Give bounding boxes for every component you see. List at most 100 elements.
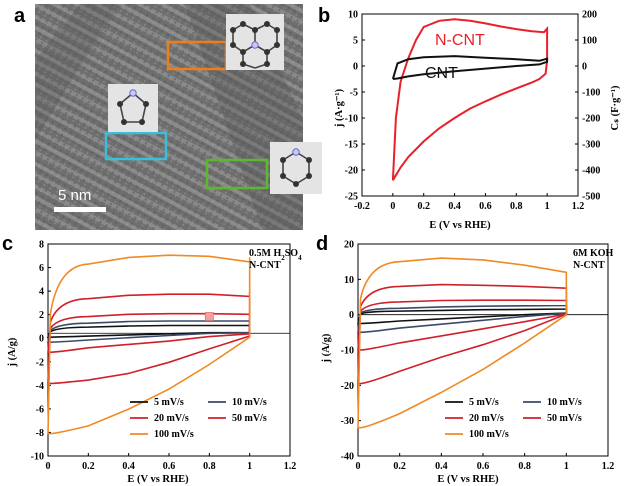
panel-a: a [14, 4, 322, 230]
chart-b-xlabel: E (V vs RHE) [429, 220, 491, 231]
chart-c-ytick-label: 2 [39, 310, 44, 321]
chart-c-legend-label: 20 mV/s [154, 413, 189, 424]
chart-d-legend-label: 20 mV/s [469, 413, 504, 424]
chart-d-legend-label: 10 mV/s [547, 397, 582, 408]
chart-c-xtick-label: 0 [46, 461, 51, 472]
chart-c-xlabel: E (V vs RHE) [127, 474, 189, 485]
green-region-box [205, 158, 269, 190]
pyrrolic-nitrogen-icon [108, 84, 158, 132]
chart-b: -0.2 0 0.2 0.4 0.6 0.8 1 1.2 10 5 0 -5 -10 -15 -20 -25 2… [345, 10, 601, 213]
chart-b-ytick-label-right: -200 [582, 114, 600, 125]
chart-c-annotation: 0.5M H2SO4 [249, 248, 302, 262]
panel-letter-b: b [318, 5, 330, 27]
chart-c-ytick-label: -2 [36, 357, 44, 368]
chart-d-ytick-label: -30 [341, 416, 354, 427]
chart-b-xtick-label: 1.2 [572, 201, 585, 212]
chart-b-ytick-label: -5 [350, 88, 358, 99]
chart-b-xtick-label: -0.2 [354, 201, 370, 212]
chart-c-ytick-label: -4 [36, 381, 44, 392]
chart-b-frame [361, 13, 579, 197]
chart-d-xtick-label: 0 [356, 461, 361, 472]
chart-c-series-10-mv-s [47, 319, 251, 343]
chart-b-xtick-label: 0.8 [510, 201, 523, 212]
chart-d-xtick-label: 0.8 [518, 461, 531, 472]
chart-d-ytick-label: -20 [341, 381, 354, 392]
panel-letter-d: d [316, 233, 328, 255]
chart-d-legend-label: 100 mV/s [469, 429, 509, 440]
chart-b-ytick-label-right: 100 [582, 36, 597, 47]
chart-b-xtick-label: 0.6 [479, 201, 492, 212]
pyridinic-nitrogen-icon [270, 142, 322, 194]
chart-d-series-100-mv-s [357, 257, 568, 429]
chart-d-xtick-label: 1 [564, 461, 569, 472]
chart-c-ytick-label: 0 [39, 334, 44, 345]
chart-c-ytick-label: 8 [39, 240, 44, 251]
chart-c-xtick-label: 0.6 [163, 461, 176, 472]
chart-d-ytick-label: 0 [349, 310, 354, 321]
series-n-cnt-line [391, 18, 549, 181]
chart-c-xtick-label: 0.4 [122, 461, 135, 472]
chart-c-legend-label: 10 mV/s [232, 397, 267, 408]
chart-b-xtick-label: 1 [545, 201, 550, 212]
chart-c-frame [47, 243, 291, 457]
chart-b-ytick-label: 10 [348, 10, 358, 21]
chart-b-ytick-label: -25 [345, 192, 358, 203]
series-label-n-cnt: N-CNT [435, 32, 485, 49]
chart-c-ytick-label: 6 [39, 263, 44, 274]
chart-b-ytick-label: -15 [345, 140, 358, 151]
panel-letter-c: c [2, 233, 13, 255]
chart-d-xtick-label: 1.2 [602, 461, 615, 472]
panel-letter-a: a [14, 5, 26, 27]
scale-bar-label: 5 nm [58, 187, 91, 204]
chart-c-series-50-mv-s [47, 291, 251, 385]
graphitic-nitrogen-icon [226, 14, 284, 70]
chart-d-ytick-label: 20 [344, 240, 354, 251]
chart-b-ytick-label: 0 [353, 62, 358, 73]
chart-d-ytick-label: 10 [344, 275, 354, 286]
cyan-region-box [104, 131, 168, 161]
chart-c: 0 0.2 0.4 0.6 0.8 1 1.2 8 6 4 2 0 -2 -4 -6 -8 -10 5 mV/s 1… [31, 240, 297, 473]
chart-b-ytick-label-right: 0 [582, 62, 587, 73]
chart-c-ytick-label: -8 [36, 428, 44, 439]
scale-bar: 5 nm [54, 187, 106, 212]
chart-b-ytick-label-right: -400 [582, 166, 600, 177]
chart-b-ylabel-left: j (A·g⁻¹) [334, 88, 345, 128]
chart-c-legend-label: 5 mV/s [154, 397, 184, 408]
chart-d-xtick-label: 0.6 [477, 461, 490, 472]
chart-c-annotation-2: N-CNT [249, 260, 281, 271]
chart-b-xtick-label: 0.2 [417, 201, 430, 212]
chart-b-ytick-label-right: 200 [582, 10, 597, 21]
chart-d-legend-label: 5 mV/s [469, 397, 499, 408]
chart-b-ylabel-right: Cₛ (F·g⁻¹) [610, 85, 621, 130]
chart-d-xlabel: E (V vs RHE) [437, 474, 499, 485]
chart-c-ytick-label: -6 [36, 404, 44, 415]
chart-b-ytick-label: 5 [353, 36, 358, 47]
panel-b: b -0.2 0 0.2 0.4 0.6 0.8 1 1.2 10 5 0 -5 -10 -15 -20 -2… [318, 5, 621, 231]
chart-b-xtick-label: 0.4 [448, 201, 461, 212]
chart-b-ytick-label: -10 [345, 114, 358, 125]
chart-d-legend-label: 50 mV/s [547, 413, 582, 424]
chart-c-series-100-mv-s [47, 254, 251, 435]
chart-c-xtick-label: 0.2 [82, 461, 95, 472]
chart-c-marker [204, 312, 214, 321]
chart-d-annotation-2: N-CNT [573, 260, 605, 271]
chart-c-xtick-label: 1 [247, 461, 252, 472]
chart-c-ytick-label: -10 [31, 452, 44, 463]
chart-d: 0 0.2 0.4 0.6 0.8 1 1.2 20 10 0 -10 -20 -30 -40 5 mV/s… [341, 240, 615, 473]
chart-b-ytick-label: -20 [345, 166, 358, 177]
series-label-cnt: CNT [425, 65, 458, 82]
chart-d-frame [357, 243, 609, 457]
chart-d-ylabel: j (A/g) [321, 333, 332, 363]
chart-b-ytick-label-right: -100 [582, 88, 600, 99]
chart-d-xtick-label: 0.2 [393, 461, 406, 472]
chart-c-xtick-label: 0.8 [203, 461, 216, 472]
panel-c: c 0 0.2 0.4 0.6 0.8 1 1.2 8 6 4 2 0 -2 -4 -6 -8 -10 5 mV/… [2, 233, 302, 485]
chart-d-ytick-label: -40 [341, 452, 354, 463]
chart-d-annotation: 6M KOH [573, 248, 613, 259]
chart-c-legend-label: 100 mV/s [154, 429, 194, 440]
chart-b-ytick-label-right: -500 [582, 192, 600, 203]
chart-c-legend-label: 50 mV/s [232, 413, 267, 424]
panel-d: d 0 0.2 0.4 0.6 0.8 1 1.2 20 10 0 -10 -20 -30 -40 5 mV… [316, 233, 614, 485]
chart-d-ytick-label: -10 [341, 346, 354, 357]
